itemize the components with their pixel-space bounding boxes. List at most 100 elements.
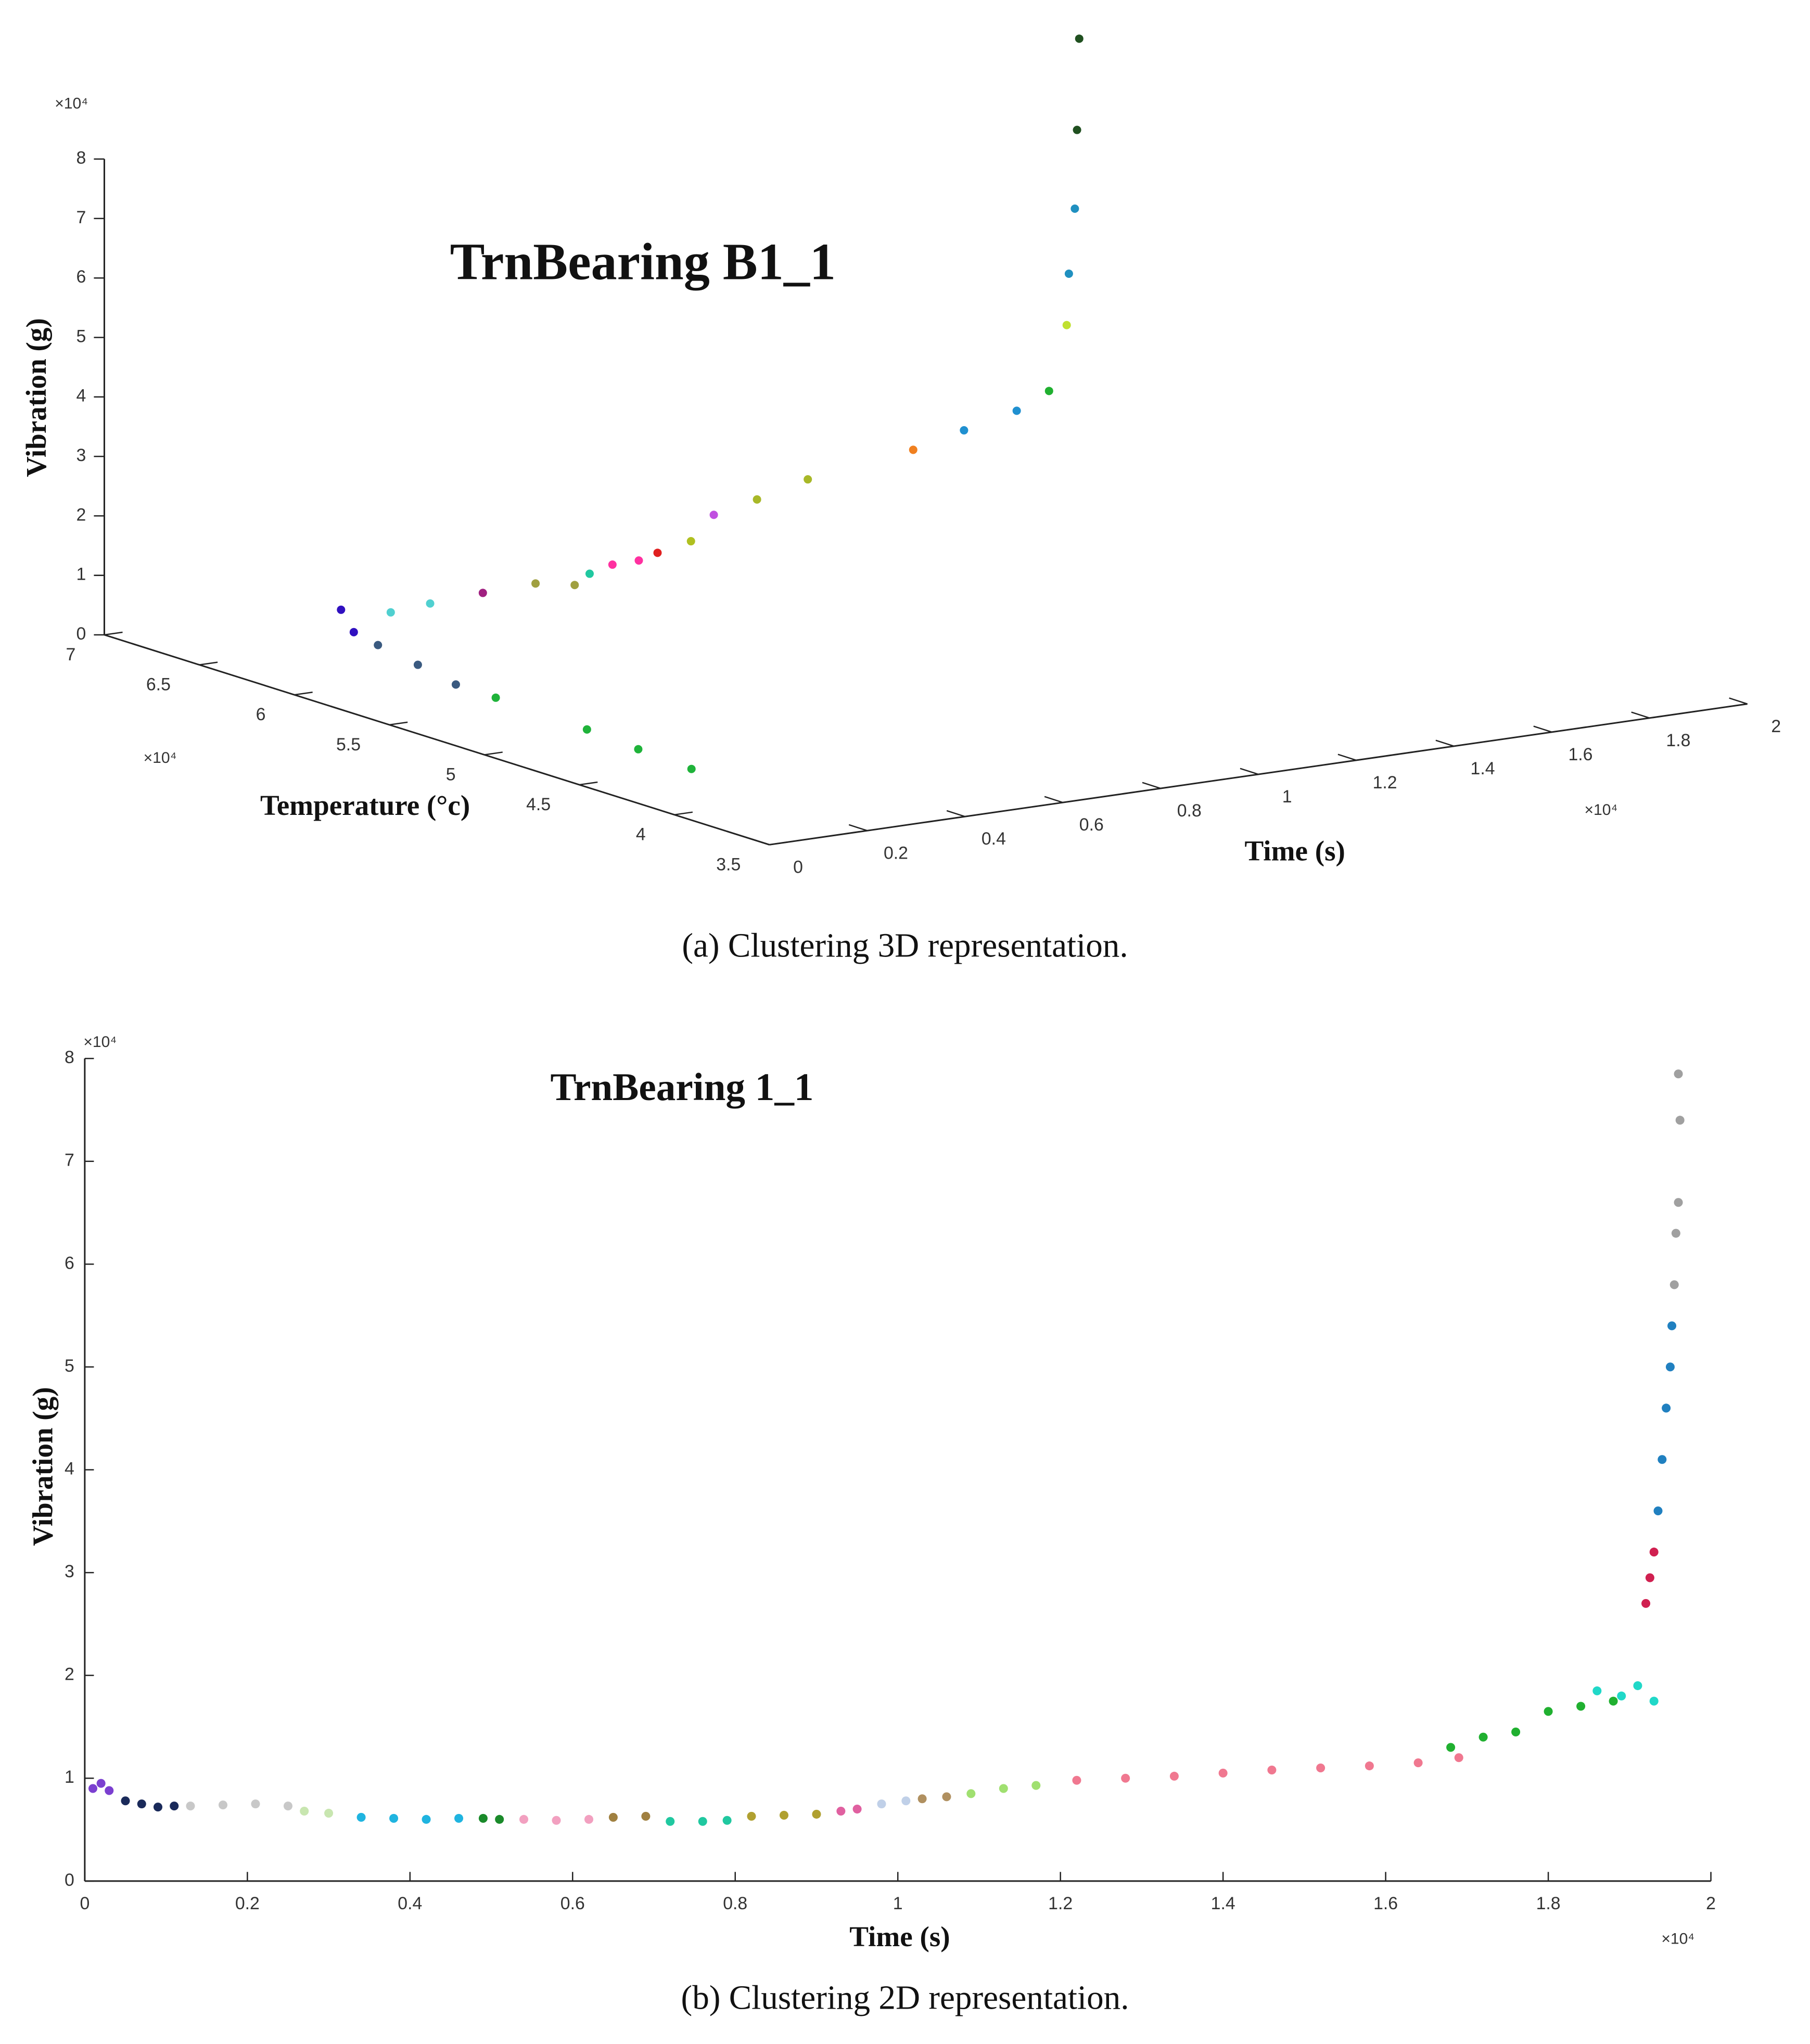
point [1674, 1069, 1683, 1079]
point [1592, 1686, 1602, 1695]
tick-mark [579, 781, 598, 786]
point [1671, 1229, 1680, 1238]
z-tick-label: 0 [77, 624, 86, 644]
x-multiplier: ×10⁴ [1661, 1931, 1694, 1948]
point [1064, 269, 1073, 278]
point [283, 1802, 292, 1811]
y-tick-label: 2 [65, 1665, 74, 1684]
tick-mark [1240, 768, 1259, 775]
tick-mark [848, 824, 868, 832]
point [478, 589, 487, 597]
x-tick-label: 1.8 [1666, 731, 1690, 750]
point [88, 1784, 98, 1793]
point [634, 556, 643, 565]
point [1169, 1771, 1179, 1781]
y-axis-label: Temperature (°c) [260, 789, 470, 821]
y-tick-label: 1 [65, 1767, 74, 1787]
tick-mark [104, 631, 123, 636]
point [1511, 1727, 1521, 1736]
point [1653, 1506, 1663, 1516]
point [722, 1816, 732, 1825]
point [1031, 1781, 1041, 1790]
tick-mark [1435, 739, 1455, 747]
point [413, 660, 422, 669]
y-tick-label: 4 [636, 825, 646, 845]
tick-mark [294, 691, 313, 696]
tick-mark [484, 751, 503, 756]
point [1645, 1573, 1654, 1582]
point [917, 1794, 927, 1804]
z-tick-label: 6 [77, 267, 86, 287]
x-tick-label: 0.6 [560, 1894, 585, 1913]
tick-mark [199, 661, 218, 666]
point [1665, 1362, 1675, 1372]
x-tick-label: 1.4 [1211, 1894, 1235, 1913]
point [349, 628, 358, 636]
point [251, 1799, 260, 1809]
chart-title: TrnBearing B1_1 [450, 233, 836, 291]
point [1073, 125, 1081, 134]
z-tick-label: 4 [77, 386, 86, 406]
tick-mark [674, 811, 693, 815]
point [653, 548, 662, 557]
point [1454, 1753, 1463, 1762]
y-tick-label: 3.5 [716, 854, 741, 874]
point [1072, 1775, 1081, 1785]
x-tick-label: 0.8 [1177, 801, 1202, 821]
point [451, 680, 460, 689]
tick-mark [750, 838, 770, 846]
y-tick-label: 6 [256, 705, 266, 724]
z-multiplier: ×10⁴ [55, 95, 88, 112]
point [1669, 1280, 1679, 1289]
chart-title: TrnBearing 1_1 [551, 1066, 814, 1109]
point [1633, 1681, 1642, 1690]
point [698, 1817, 707, 1826]
point [852, 1805, 862, 1814]
point [374, 641, 383, 649]
point [170, 1802, 179, 1811]
point [877, 1799, 886, 1809]
point [960, 426, 968, 435]
point [666, 1817, 675, 1826]
x-axis-label: Time (s) [849, 1921, 950, 1952]
point [426, 599, 435, 608]
z-tick-label: 8 [77, 148, 86, 168]
point [105, 1786, 114, 1795]
z-tick-label: 1 [77, 565, 86, 584]
point [1662, 1403, 1671, 1413]
point [753, 495, 761, 504]
point [519, 1815, 529, 1824]
point [1316, 1763, 1325, 1773]
point [686, 537, 695, 546]
tick-mark [1142, 782, 1161, 789]
point [531, 579, 540, 588]
z-axis-label: Vibration (g) [20, 318, 52, 477]
y-multiplier: ×10⁴ [83, 1033, 117, 1051]
x-tick-label: 0.4 [398, 1894, 422, 1913]
x-tick-label: 1 [893, 1894, 903, 1913]
point [495, 1815, 504, 1824]
point [582, 725, 591, 734]
z-tick-label: 3 [77, 445, 86, 465]
tick-mark [1729, 697, 1748, 705]
y-tick-label: 6.5 [146, 675, 171, 695]
caption: (b) Clustering 2D representation. [681, 1979, 1129, 2016]
point [1267, 1765, 1277, 1774]
point [1617, 1691, 1626, 1701]
point [153, 1803, 163, 1812]
point [909, 445, 917, 454]
point [337, 605, 346, 614]
caption: (a) Clustering 3D representation. [682, 927, 1128, 965]
point [584, 1815, 594, 1824]
y-tick-label: 8 [65, 1047, 74, 1067]
x-axis-label: Time (s) [1245, 835, 1345, 866]
z-tick-label: 7 [77, 208, 86, 227]
point [324, 1808, 334, 1818]
y-tick-label: 7 [65, 1151, 74, 1170]
point [478, 1813, 488, 1823]
point [389, 1813, 399, 1823]
point [608, 1812, 618, 1822]
point [1649, 1548, 1659, 1557]
y-tick-label: 7 [66, 645, 76, 665]
point [812, 1809, 821, 1819]
